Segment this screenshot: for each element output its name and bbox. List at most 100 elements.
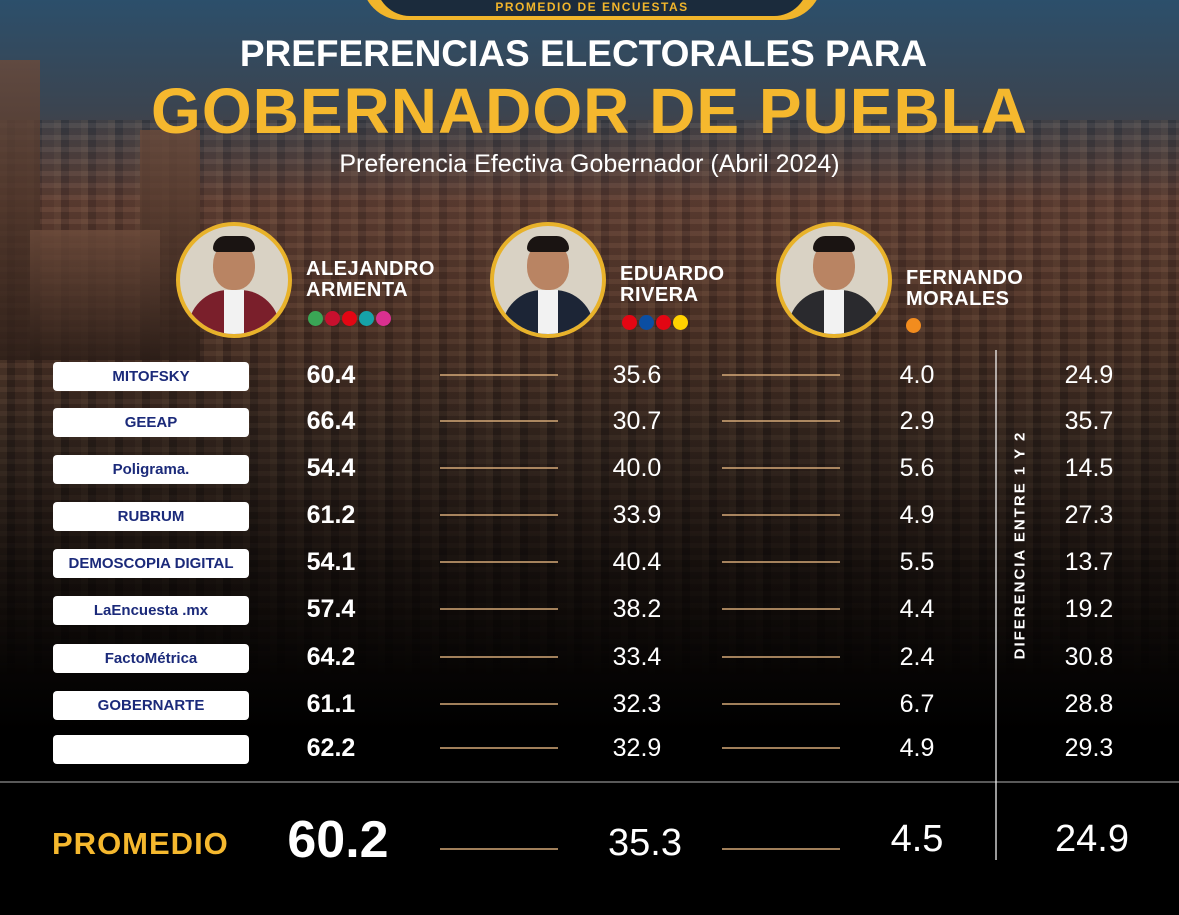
candidate-last-name: MORALES [906, 288, 1010, 310]
row-dash [722, 608, 840, 610]
average-value-rivera: 35.3 [608, 822, 682, 864]
candidate-first-name: ALEJANDRO [306, 258, 435, 280]
value-rivera: 38.2 [612, 595, 662, 623]
value-rivera: 40.0 [612, 454, 662, 482]
value-rivera: 35.6 [612, 361, 662, 389]
value-rivera: 32.3 [612, 690, 662, 718]
candidate-name-rivera: EDUARDO RIVERA [620, 264, 725, 306]
row-dash [440, 374, 558, 376]
row-dash [722, 656, 840, 658]
average-label: PROMEDIO [52, 826, 229, 861]
average-separator [0, 781, 1179, 783]
pollster-logo: FactoMétrica [53, 644, 249, 673]
average-dash [440, 848, 558, 850]
party-logo-icon [639, 315, 654, 330]
value-rivera: 33.4 [612, 643, 662, 671]
value-morales: 2.4 [899, 643, 935, 671]
row-dash [722, 514, 840, 516]
average-value-difference: 24.9 [1055, 818, 1129, 860]
value-armenta: 57.4 [306, 595, 356, 623]
value-difference: 19.2 [1064, 595, 1114, 623]
photo-hair [527, 236, 569, 252]
value-morales: 2.9 [899, 407, 935, 435]
difference-column-label: DIFERENCIA ENTRE 1 Y 2 [1011, 430, 1029, 660]
party-logo-icon [325, 311, 340, 326]
value-difference: 28.8 [1064, 690, 1114, 718]
value-rivera: 33.9 [612, 501, 662, 529]
candidate-photo-armenta [176, 222, 292, 338]
candidate-name-armenta: ALEJANDRO ARMENTA [306, 259, 435, 301]
value-difference: 14.5 [1064, 454, 1114, 482]
row-dash [440, 467, 558, 469]
photo-shirt [538, 290, 558, 334]
value-difference: 30.8 [1064, 643, 1114, 671]
party-logos-armenta [308, 311, 391, 326]
value-morales: 4.0 [899, 361, 935, 389]
pollster-logo: Poligrama. [53, 455, 249, 484]
value-rivera: 40.4 [612, 548, 662, 576]
candidate-photo-rivera [490, 222, 606, 338]
value-armenta: 66.4 [306, 407, 356, 435]
value-armenta: 61.2 [306, 501, 356, 529]
value-morales: 6.7 [899, 690, 935, 718]
subtitle: Preferencia Efectiva Gobernador (Abril 2… [339, 150, 840, 178]
cathedral-body [30, 230, 160, 360]
row-dash [440, 561, 558, 563]
value-morales: 5.6 [899, 454, 935, 482]
photo-shirt [224, 290, 244, 334]
value-rivera: 32.9 [612, 734, 662, 762]
value-rivera: 30.7 [612, 407, 662, 435]
pollster-logo: GOBERNARTE [53, 691, 249, 720]
row-dash [440, 608, 558, 610]
photo-hair [813, 236, 855, 252]
pollster-logo: RUBRUM [53, 502, 249, 531]
average-value-morales: 4.5 [890, 818, 944, 860]
row-dash [440, 420, 558, 422]
candidate-photo-morales [776, 222, 892, 338]
value-morales: 4.4 [899, 595, 935, 623]
candidate-last-name: RIVERA [620, 284, 699, 306]
row-dash [722, 561, 840, 563]
value-armenta: 54.4 [306, 454, 356, 482]
value-difference: 27.3 [1064, 501, 1114, 529]
title-line-1: PREFERENCIAS ELECTORALES PARA [239, 33, 928, 74]
value-difference: 24.9 [1064, 361, 1114, 389]
value-morales: 4.9 [899, 501, 935, 529]
row-dash [440, 747, 558, 749]
pollster-logo: MITOFSKY [53, 362, 249, 391]
value-difference: 35.7 [1064, 407, 1114, 435]
title-line-2: GOBERNADOR DE PUEBLA [151, 75, 1028, 147]
value-armenta: 64.2 [306, 643, 356, 671]
header-badge-inner [376, 0, 808, 16]
party-logo-icon [376, 311, 391, 326]
row-dash [722, 374, 840, 376]
value-difference: 29.3 [1064, 734, 1114, 762]
pollster-logo [53, 735, 249, 764]
party-logo-icon [342, 311, 357, 326]
candidate-first-name: FERNANDO [906, 267, 1024, 289]
value-morales: 5.5 [899, 548, 935, 576]
value-armenta: 54.1 [306, 548, 356, 576]
row-dash [440, 514, 558, 516]
row-dash [722, 420, 840, 422]
value-difference: 13.7 [1064, 548, 1114, 576]
row-dash [440, 703, 558, 705]
candidate-name-morales: FERNANDO MORALES [906, 268, 1023, 310]
value-armenta: 60.4 [306, 361, 356, 389]
photo-shirt [824, 290, 844, 334]
row-dash [722, 747, 840, 749]
pollster-logo: GEEAP [53, 408, 249, 437]
party-logo-icon [622, 315, 637, 330]
photo-hair [213, 236, 255, 252]
party-logo-icon [308, 311, 323, 326]
party-logo-icon [673, 315, 688, 330]
party-logo-icon [906, 318, 921, 333]
party-logo-icon [656, 315, 671, 330]
average-dash [722, 848, 840, 850]
value-armenta: 62.2 [306, 734, 356, 762]
row-dash [722, 467, 840, 469]
row-dash [722, 703, 840, 705]
candidate-last-name: ARMENTA [306, 279, 409, 301]
pollster-logo: LaEncuesta .mx [53, 596, 249, 625]
value-morales: 4.9 [899, 734, 935, 762]
